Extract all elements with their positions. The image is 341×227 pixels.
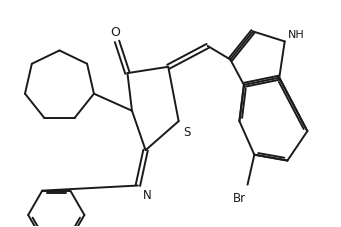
Text: Br: Br — [233, 192, 246, 205]
Text: N: N — [143, 188, 151, 201]
Text: S: S — [183, 125, 191, 138]
Text: O: O — [110, 26, 120, 39]
Text: NH: NH — [288, 30, 305, 39]
